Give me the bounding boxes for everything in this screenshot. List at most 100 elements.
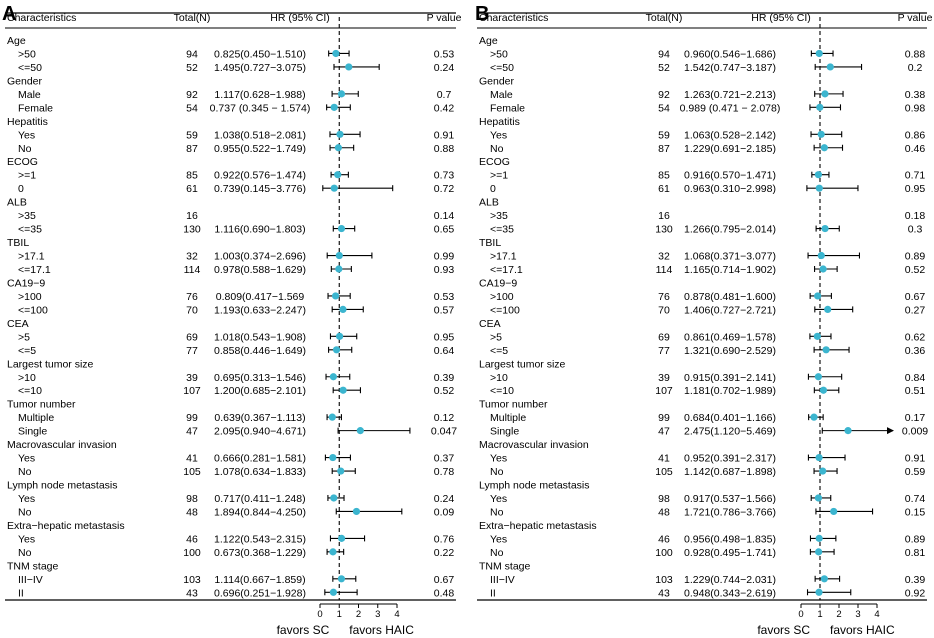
row-total: 61 <box>186 183 198 195</box>
row-label: <=17.1 <box>18 264 51 276</box>
hr-point <box>826 63 834 71</box>
row-hr-ci: 0.956(0.498−1.835) <box>684 533 776 545</box>
row-p-value: 0.84 <box>905 372 926 384</box>
row-label: >=1 <box>490 170 508 182</box>
group-header: ECOG <box>479 156 510 168</box>
row-label: Female <box>490 102 525 114</box>
hr-point <box>815 49 823 58</box>
row-p-value: 0.047 <box>431 426 457 438</box>
hr-point <box>814 373 822 381</box>
row-total: 100 <box>183 547 201 559</box>
favor-left-label: favors SC <box>757 623 810 637</box>
row-hr-ci: 1.116(0.690−1.803) <box>214 224 305 236</box>
row-total: 94 <box>658 48 670 60</box>
row-hr-ci: 0.639(0.367−1.113) <box>214 412 305 424</box>
row-total: 114 <box>656 264 673 276</box>
row-label: No <box>490 547 504 559</box>
row-hr-ci: 0.861(0.469−1.578) <box>684 331 776 343</box>
row-label: Yes <box>490 453 507 465</box>
favor-left-label: favors SC <box>277 623 330 637</box>
row-total: 52 <box>658 62 670 74</box>
header-p-value: P value <box>898 12 933 24</box>
row-label: <=5 <box>490 345 508 357</box>
row-hr-ci: 0.922(0.576−1.474) <box>214 170 306 182</box>
row-total: 103 <box>183 574 201 586</box>
row-p-value: 0.52 <box>434 385 455 397</box>
row-p-value: 0.18 <box>905 210 926 222</box>
hr-point <box>345 63 353 71</box>
row-label: >50 <box>18 48 36 60</box>
row-label: 0 <box>490 183 496 195</box>
row-total: 105 <box>183 466 201 478</box>
row-p-value: 0.72 <box>434 183 455 195</box>
hr-point <box>337 575 346 583</box>
hr-point <box>820 144 828 152</box>
panel-label: B <box>475 3 489 25</box>
hr-point <box>830 507 838 516</box>
row-total: 76 <box>186 291 198 303</box>
row-p-value: 0.88 <box>434 143 455 155</box>
row-p-value: 0.009 <box>902 426 928 438</box>
row-label: >35 <box>490 210 508 222</box>
row-total: 43 <box>186 587 198 599</box>
row-p-value: 0.3 <box>908 224 923 236</box>
hr-point <box>337 90 346 98</box>
row-total: 47 <box>186 426 198 438</box>
row-hr-ci: 1.038(0.518−2.081) <box>214 129 306 141</box>
row-label: Single <box>490 426 519 438</box>
row-hr-ci: 1.406(0.727−2.721) <box>684 304 776 316</box>
group-header: Macrovascular invasion <box>479 439 589 451</box>
row-total: 54 <box>186 102 198 114</box>
row-hr-ci: 1.229(0.691−2.185) <box>684 143 776 155</box>
row-hr-ci: 0.673(0.368−1.229) <box>214 547 306 559</box>
group-header: Age <box>7 35 26 47</box>
row-label: Yes <box>18 533 35 545</box>
row-p-value: 0.89 <box>905 251 926 263</box>
row-total: 107 <box>655 385 673 397</box>
group-header: Macrovascular invasion <box>7 439 117 451</box>
row-total: 39 <box>186 372 198 384</box>
row-label: >100 <box>18 291 42 303</box>
row-p-value: 0.48 <box>434 587 455 599</box>
row-label: No <box>18 143 32 155</box>
row-p-value: 0.2 <box>908 62 923 74</box>
row-label: <=17.1 <box>490 264 523 276</box>
row-total: 48 <box>186 506 198 518</box>
hr-point <box>331 292 340 300</box>
row-total: 94 <box>186 48 198 60</box>
row-label: >5 <box>490 331 502 343</box>
group-header: CEA <box>479 318 501 330</box>
row-hr-ci: 0.916(0.570−1.471) <box>684 170 776 182</box>
group-header: TNM stage <box>7 560 59 572</box>
row-label: Female <box>18 102 53 114</box>
row-p-value: 0.71 <box>905 170 926 182</box>
row-hr-ci: 1.063(0.528−2.142) <box>684 129 776 141</box>
row-total: 41 <box>658 453 670 465</box>
row-p-value: 0.51 <box>905 385 926 397</box>
row-p-value: 0.73 <box>434 170 455 182</box>
row-label: Male <box>490 89 513 101</box>
row-hr-ci: 1.266(0.795−2.014) <box>684 224 776 236</box>
row-total: 77 <box>658 345 670 357</box>
x-axis-tick-label: 2 <box>836 609 841 620</box>
group-header: Tumor number <box>7 399 76 411</box>
row-hr-ci: 1.542(0.747−3.187) <box>684 62 776 74</box>
row-p-value: 0.67 <box>434 574 455 586</box>
row-label: Multiple <box>490 412 526 424</box>
row-p-value: 0.09 <box>434 506 455 518</box>
row-p-value: 0.89 <box>905 533 926 545</box>
x-axis-tick-label: 0 <box>798 609 803 620</box>
row-label: >5 <box>18 331 30 343</box>
row-label: Yes <box>18 493 35 505</box>
row-label: >100 <box>490 291 514 303</box>
header-hr: HR (95% CI) <box>751 12 811 24</box>
row-hr-ci: 2.475(1.120−5.469) <box>684 426 776 438</box>
row-label: No <box>18 506 32 518</box>
row-hr-ci: 1.894(0.844−4.250) <box>214 506 306 518</box>
row-total: 98 <box>658 493 670 505</box>
row-total: 70 <box>658 304 670 316</box>
row-p-value: 0.53 <box>434 291 455 303</box>
row-label: >50 <box>490 48 508 60</box>
row-label: >10 <box>490 372 508 384</box>
row-p-value: 0.15 <box>905 506 926 518</box>
